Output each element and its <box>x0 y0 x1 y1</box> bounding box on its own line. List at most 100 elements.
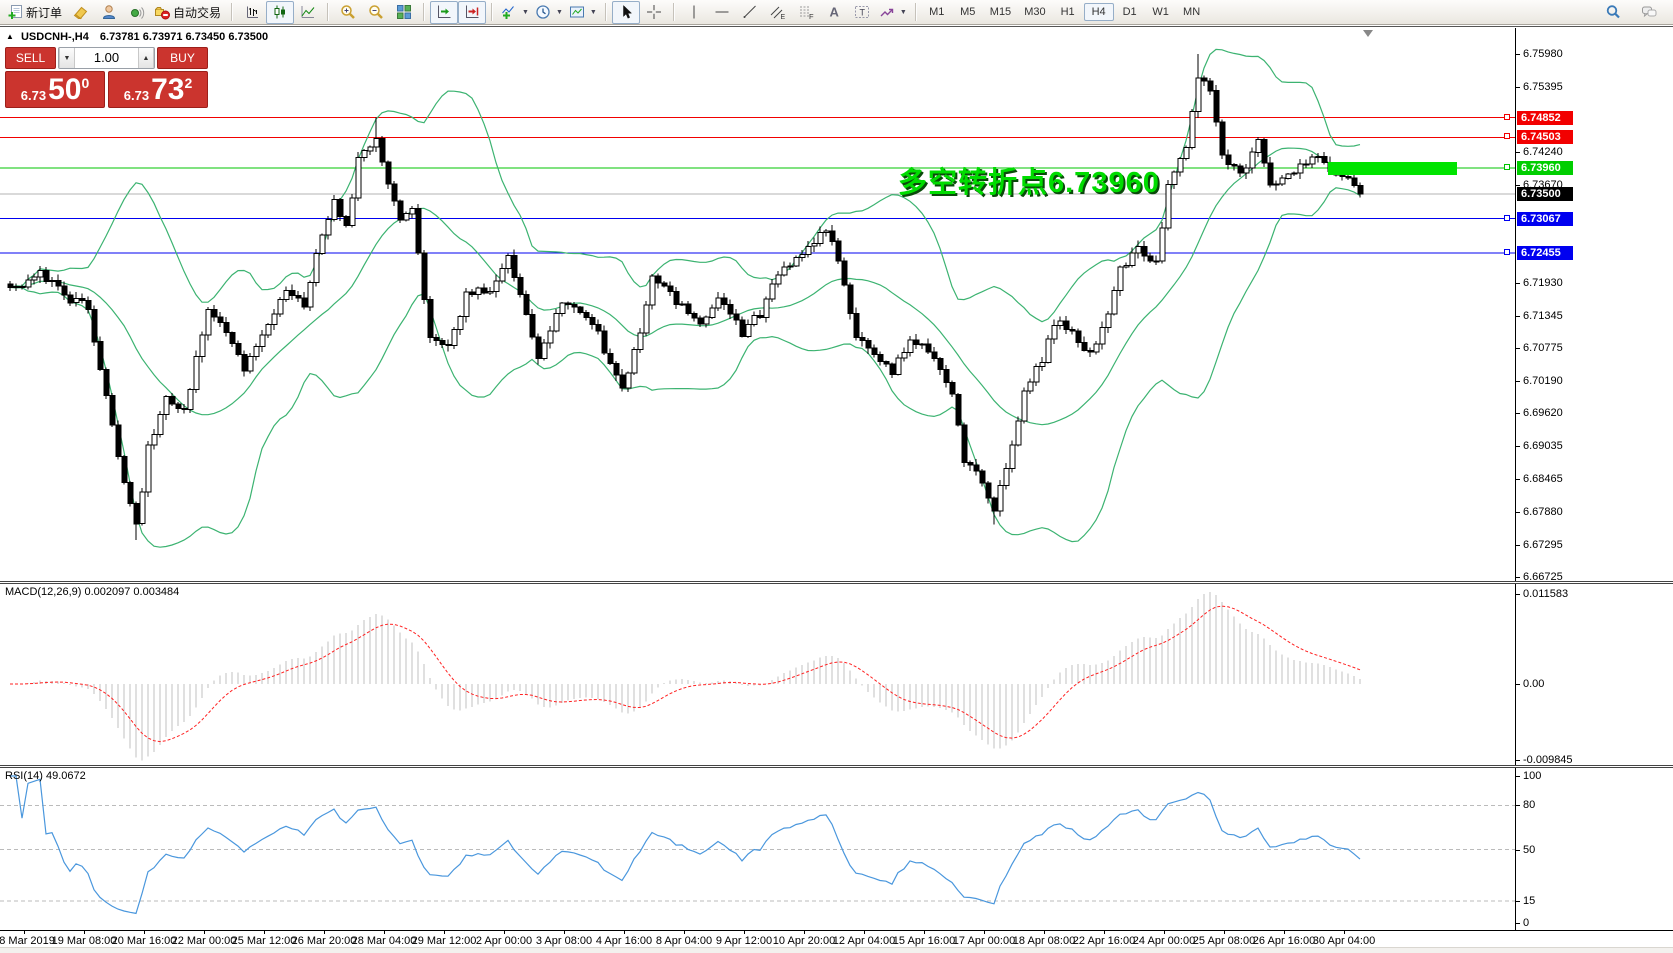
trendline-icon <box>743 5 756 18</box>
toolbar-button-groups: 新订单 自动交易 ▼ ▼ ▼ E F A T ▼ <box>4 0 910 24</box>
zoom-out-icon <box>369 5 383 19</box>
zoom-in-button[interactable] <box>334 1 362 24</box>
timeframe-button-h1[interactable]: H1 <box>1060 6 1075 18</box>
candlestick-chart-button[interactable] <box>266 0 295 24</box>
arrows-button[interactable]: ▼ <box>876 1 910 24</box>
equidistant-channel-button[interactable]: E <box>764 1 792 24</box>
rsi-line[interactable] <box>0 768 1516 930</box>
auto-scroll-button[interactable] <box>430 0 459 24</box>
dropdown-arrow-icon[interactable]: ▼ <box>899 8 907 16</box>
macd-axis-label: -0.009845 <box>1523 754 1573 766</box>
line-end-marker <box>1504 133 1510 139</box>
timeframe-button-mn[interactable]: MN <box>1183 6 1201 18</box>
timeframe-button-w1[interactable]: W1 <box>1152 6 1169 18</box>
new-order-button[interactable]: 新订单 <box>4 1 67 24</box>
community-chat-button[interactable] <box>1635 1 1663 24</box>
periods-button[interactable]: ▼ <box>532 1 566 24</box>
text-button[interactable]: A <box>820 1 848 24</box>
zoom-in-icon <box>341 5 355 19</box>
macd-histogram[interactable] <box>0 584 1516 765</box>
dropdown-arrow-icon[interactable]: ▼ <box>589 8 597 16</box>
macd-indicator-label: MACD(12,26,9) 0.002097 0.003484 <box>5 586 180 598</box>
tile-windows-icon <box>397 5 412 19</box>
cursor-button[interactable] <box>611 0 640 24</box>
chart-shift-marker-icon[interactable] <box>1363 30 1373 37</box>
zoom-out-button[interactable] <box>362 1 390 24</box>
time-axis-tick <box>384 931 385 934</box>
time-axis-label: 19 Mar 08:00 <box>51 935 117 947</box>
horizontal-line-button[interactable] <box>708 1 736 24</box>
macd-axis-tick <box>1516 594 1520 595</box>
candlestick-chart[interactable] <box>0 28 1516 581</box>
toolbar-right-icons <box>1599 1 1673 24</box>
alerts-button[interactable] <box>123 1 151 24</box>
periods-icon <box>536 5 550 19</box>
price-axis-label: 6.68465 <box>1523 473 1563 485</box>
fibonacci-button[interactable]: F <box>792 1 820 24</box>
market-watch-button[interactable] <box>67 1 95 24</box>
timeframe-button-d1[interactable]: D1 <box>1122 6 1137 18</box>
bar-chart-button[interactable] <box>238 1 266 24</box>
timeframe-button-h4[interactable]: H4 <box>1083 3 1114 21</box>
price-axis-tick <box>1516 87 1520 88</box>
timeframe-button-m15[interactable]: M15 <box>989 6 1012 18</box>
time-axis-tick <box>624 931 625 934</box>
macd-panel-canvas[interactable] <box>0 584 1516 765</box>
panel-separator[interactable] <box>0 581 1673 584</box>
macd-axis-tick <box>1516 684 1520 685</box>
timeframe-button-m5[interactable]: M5 <box>960 6 976 18</box>
macd-axis-label: 0.011583 <box>1523 588 1569 600</box>
panel-separator[interactable] <box>0 765 1673 768</box>
volume-increase-button[interactable]: ▲ <box>138 48 154 68</box>
channel-icon: E <box>770 6 785 20</box>
volume-decrease-button[interactable]: ▼ <box>59 48 75 68</box>
vertical-line-button[interactable] <box>680 1 708 24</box>
timeframe-button-m1[interactable]: M1 <box>929 6 945 18</box>
trendline-button[interactable] <box>736 1 764 24</box>
line-chart-button[interactable] <box>294 1 322 24</box>
main-chart-canvas[interactable] <box>0 28 1516 581</box>
price-axis-label: 6.74240 <box>1523 146 1563 158</box>
time-axis-label: 17 Apr 00:00 <box>952 935 1016 947</box>
rsi-axis-label: 50 <box>1523 844 1536 856</box>
crosshair-button[interactable] <box>640 1 668 24</box>
svg-text:F: F <box>809 12 814 20</box>
rsi-panel-canvas[interactable] <box>0 768 1516 930</box>
price-axis-tick <box>1516 54 1520 55</box>
time-axis-line <box>0 930 1673 931</box>
tile-windows-button[interactable] <box>390 1 418 24</box>
price-axis-tick <box>1516 381 1520 382</box>
price-axis-label: 6.67880 <box>1523 506 1563 518</box>
status-bar <box>0 947 1673 953</box>
eraser-icon <box>73 6 88 20</box>
svg-text:E: E <box>780 14 785 20</box>
toolbar-separator <box>491 3 494 21</box>
auto-trading-button[interactable]: 自动交易 <box>151 1 226 24</box>
buy-button[interactable]: BUY <box>157 47 208 69</box>
buy-price-button[interactable]: 6.73 73 2 <box>108 71 208 108</box>
rsi-axis-tick <box>1516 923 1520 924</box>
text-label-button[interactable]: T <box>848 1 876 24</box>
collapse-icon[interactable]: ▲ <box>6 32 14 41</box>
templates-button[interactable]: ▼ <box>566 1 600 24</box>
time-axis-label: 26 Mar 20:00 <box>291 935 357 947</box>
time-axis-tick <box>504 931 505 934</box>
sell-button[interactable]: SELL <box>5 47 56 69</box>
dropdown-arrow-icon[interactable]: ▼ <box>555 8 563 16</box>
bar-chart-icon <box>247 6 259 18</box>
search-button[interactable] <box>1599 1 1627 24</box>
rsi-axis-tick <box>1516 776 1520 777</box>
time-axis-tick <box>804 931 805 934</box>
arrows-icon <box>880 8 894 17</box>
sell-price-button[interactable]: 6.73 50 0 <box>5 71 105 108</box>
indicators-button[interactable]: ▼ <box>498 1 532 24</box>
alerts-icon <box>131 7 145 19</box>
chart-shift-button[interactable] <box>458 0 487 24</box>
price-axis-label: 6.70190 <box>1523 375 1563 387</box>
timeframe-button-m30[interactable]: M30 <box>1024 6 1046 18</box>
time-axis-tick <box>744 931 745 934</box>
profiles-button[interactable] <box>95 1 123 24</box>
dropdown-arrow-icon[interactable]: ▼ <box>522 8 529 16</box>
volume-input[interactable]: 1.00 <box>75 48 138 68</box>
